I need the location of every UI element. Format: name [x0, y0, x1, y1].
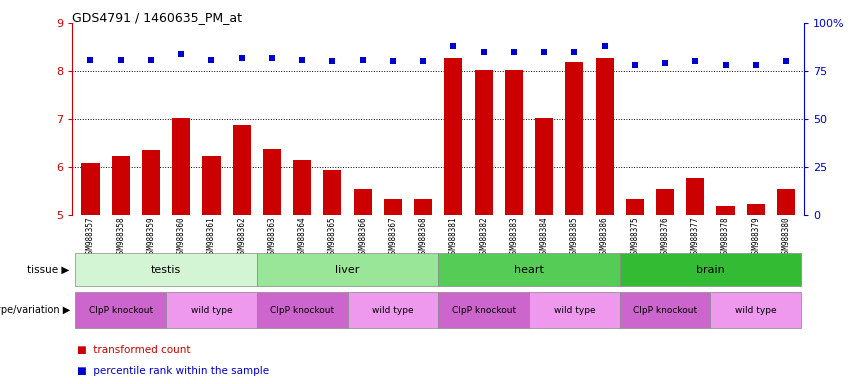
Bar	[565, 63, 584, 215]
Bar	[535, 118, 553, 215]
Point	[537, 49, 551, 55]
Bar	[172, 118, 191, 215]
Text: brain: brain	[696, 265, 725, 275]
Bar	[263, 149, 281, 215]
Point	[688, 58, 702, 65]
Bar	[444, 58, 462, 215]
Text: wild type: wild type	[372, 306, 414, 314]
Bar	[353, 189, 372, 215]
Bar	[656, 189, 674, 215]
Point	[597, 43, 611, 49]
Bar	[686, 177, 705, 215]
Bar	[717, 207, 734, 215]
Point	[266, 55, 279, 61]
Text: genotype/variation ▶: genotype/variation ▶	[0, 305, 70, 315]
Point	[628, 62, 642, 68]
Bar	[505, 70, 523, 215]
Point	[144, 56, 157, 63]
Point	[568, 49, 581, 55]
Text: heart: heart	[514, 265, 544, 275]
Point	[780, 58, 793, 65]
Point	[235, 55, 248, 61]
Text: tissue ▶: tissue ▶	[27, 265, 70, 275]
Point	[719, 62, 733, 68]
Text: wild type: wild type	[553, 306, 595, 314]
Point	[416, 58, 430, 65]
Point	[507, 49, 521, 55]
Point	[356, 56, 369, 63]
Bar	[82, 163, 100, 215]
Bar	[293, 160, 311, 215]
Bar	[625, 199, 644, 215]
Point	[204, 56, 218, 63]
Text: wild type: wild type	[735, 306, 777, 314]
Point	[83, 56, 97, 63]
Bar	[384, 199, 402, 215]
Text: ClpP knockout: ClpP knockout	[633, 306, 697, 314]
Point	[386, 58, 400, 65]
Point	[477, 49, 490, 55]
Bar	[142, 150, 160, 215]
Text: liver: liver	[335, 265, 360, 275]
Bar	[414, 199, 432, 215]
Point	[659, 60, 672, 66]
Point	[326, 58, 340, 65]
Text: ClpP knockout: ClpP knockout	[89, 306, 153, 314]
Bar	[111, 157, 130, 215]
Text: testis: testis	[151, 265, 181, 275]
Point	[749, 62, 762, 68]
Point	[174, 51, 188, 57]
Bar	[232, 125, 251, 215]
Text: ■  percentile rank within the sample: ■ percentile rank within the sample	[77, 366, 269, 376]
Bar	[203, 157, 220, 215]
Text: ■  transformed count: ■ transformed count	[77, 345, 190, 355]
Bar	[746, 205, 765, 215]
Bar	[475, 70, 493, 215]
Text: GDS4791 / 1460635_PM_at: GDS4791 / 1460635_PM_at	[72, 12, 243, 25]
Text: ClpP knockout: ClpP knockout	[270, 306, 334, 314]
Point	[447, 43, 460, 49]
Bar	[777, 189, 795, 215]
Text: ClpP knockout: ClpP knockout	[452, 306, 516, 314]
Point	[295, 56, 309, 63]
Bar	[323, 170, 341, 215]
Text: wild type: wild type	[191, 306, 232, 314]
Bar	[596, 58, 614, 215]
Point	[114, 56, 128, 63]
